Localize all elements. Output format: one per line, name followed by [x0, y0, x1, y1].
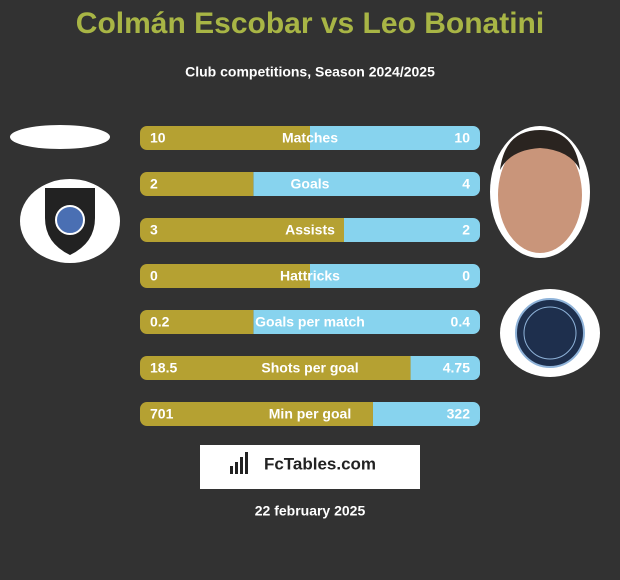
- right-value: 2: [462, 222, 470, 238]
- stat-label: Goals: [291, 176, 330, 192]
- stat-row: [140, 126, 480, 150]
- stat-label: Min per goal: [269, 406, 351, 422]
- badge-emblem: [55, 205, 85, 235]
- left-value: 18.5: [150, 360, 177, 376]
- left-bar: [140, 264, 310, 288]
- left-bar: [140, 218, 344, 242]
- stat-row: [140, 402, 480, 426]
- player-face: [498, 137, 582, 253]
- stat-label: Assists: [285, 222, 335, 238]
- title: Colmán Escobar vs Leo Bonatini: [76, 7, 544, 40]
- right-value: 4.75: [443, 360, 470, 376]
- left-bar: [140, 356, 411, 380]
- right-value: 322: [447, 406, 471, 422]
- badge-emblem: [515, 298, 585, 368]
- player-hair: [500, 130, 580, 170]
- brand-icon: [230, 452, 248, 474]
- stat-label: Hattricks: [280, 268, 340, 284]
- left-bar: [140, 126, 310, 150]
- right-bar: [253, 172, 480, 196]
- right-value: 10: [454, 130, 470, 146]
- stat-row: [140, 218, 480, 242]
- right-value: 0.4: [451, 314, 471, 330]
- right-bar: [310, 126, 480, 150]
- right-bar: [253, 310, 480, 334]
- left-value: 10: [150, 130, 166, 146]
- left-value: 3: [150, 222, 158, 238]
- left-bar: [140, 402, 373, 426]
- right-bar: [410, 356, 480, 380]
- brand-name: FcTables.com: [264, 454, 376, 473]
- left-bar: [140, 310, 254, 334]
- left-value: 0: [150, 268, 158, 284]
- right-bar: [310, 264, 480, 288]
- stat-row: [140, 172, 480, 196]
- stat-row: [140, 310, 480, 334]
- stat-label: Shots per goal: [261, 360, 358, 376]
- subtitle: Club competitions, Season 2024/2025: [185, 64, 435, 80]
- right-value: 0: [462, 268, 470, 284]
- right-bar: [372, 402, 480, 426]
- date: 22 february 2025: [255, 503, 366, 519]
- right-value: 4: [462, 176, 470, 192]
- left-bar: [140, 172, 254, 196]
- badge-ring: [523, 306, 577, 360]
- left-value: 0.2: [150, 314, 170, 330]
- stat-label: Goals per match: [255, 314, 365, 330]
- right-bar: [344, 218, 480, 242]
- player-photo-placeholder: [10, 125, 110, 149]
- stat-label: Matches: [282, 130, 338, 146]
- left-value: 701: [150, 406, 174, 422]
- left-value: 2: [150, 176, 158, 192]
- stat-row: [140, 356, 480, 380]
- stat-row: [140, 264, 480, 288]
